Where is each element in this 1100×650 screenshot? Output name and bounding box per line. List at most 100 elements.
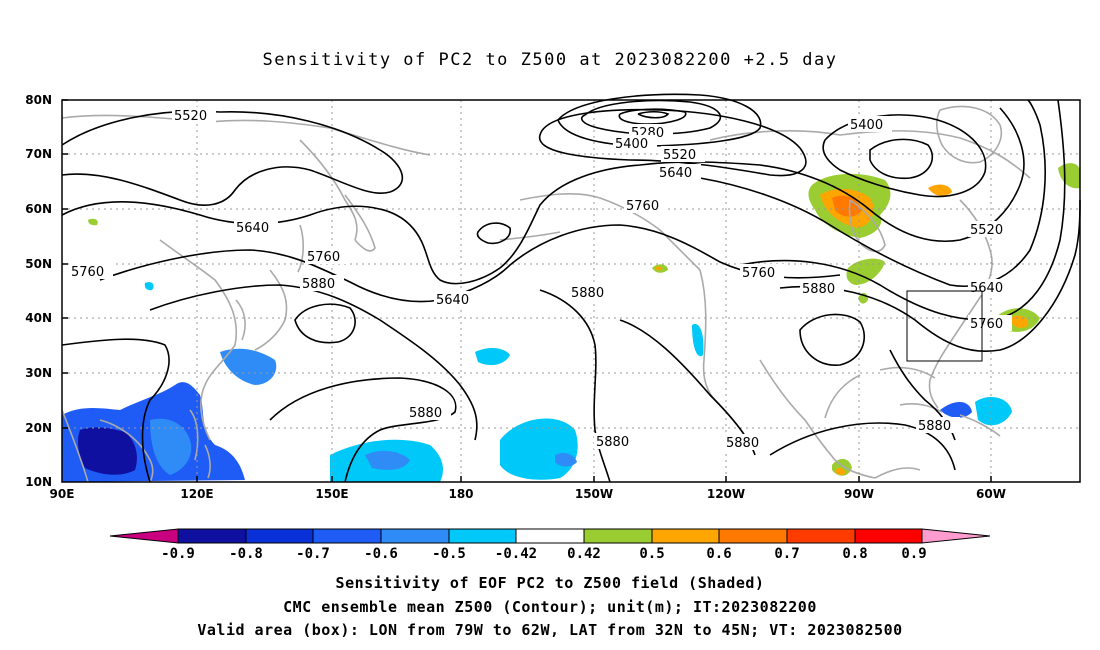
contour-label-5520: 5520 <box>663 148 696 163</box>
coast-asia-north <box>61 114 431 156</box>
colorbar-cell-2 <box>245 528 314 544</box>
lat-labels: 80N 70N 60N 50N 40N 30N 20N 10N <box>25 93 52 489</box>
colorbar-cell-1 <box>177 528 247 544</box>
coast-central-am <box>874 467 921 479</box>
contour-5280-core <box>637 110 670 119</box>
coast-mexico <box>759 359 876 479</box>
shaded-positive-canada-hot <box>832 195 862 217</box>
lat-label-40n: 40N <box>25 311 52 325</box>
contour-label-5880-s: 5880 <box>596 435 629 450</box>
contour-labels: 5520 5280 5400 5520 5640 5400 5640 5760 … <box>69 107 1012 451</box>
caption-line-3: Valid area (box): LON from 79W to 62W, L… <box>197 621 903 639</box>
contour-5880-pacific <box>269 377 457 483</box>
coast-labrador <box>959 199 993 291</box>
colorbar-cell-7 <box>583 528 653 544</box>
lon-label-90e: 90E <box>50 487 75 501</box>
shaded-positive-lakes <box>846 258 885 285</box>
contour-5880-east <box>779 199 1081 352</box>
lon-label-90w: 90W <box>844 487 874 501</box>
contour-5280 <box>581 99 722 135</box>
lon-label-150w: 150W <box>575 487 613 501</box>
axis-ticks <box>62 99 992 482</box>
colorbar-label-2: -0.7 <box>296 546 330 562</box>
contour-label-5640-w: 5640 <box>236 221 269 236</box>
shaded-positive-ak-core <box>655 266 662 271</box>
coast-alaska <box>519 193 701 271</box>
lat-label-80n: 80N <box>25 93 52 107</box>
lat-label-20n: 20N <box>25 421 52 435</box>
colorbar-cell-6 <box>515 528 585 544</box>
colorbar-cell-9 <box>718 528 788 544</box>
contour-label-5880-pac: 5880 <box>409 406 442 421</box>
lon-label-60w: 60W <box>976 487 1006 501</box>
lat-label-60n: 60N <box>25 202 52 216</box>
contour-5760-mid <box>99 224 841 303</box>
colorbar-left-arrow <box>109 528 179 544</box>
coast-kamchatka <box>344 194 376 252</box>
colorbar-label-11: 0.9 <box>901 546 926 562</box>
lon-label-180: 180 <box>448 487 473 501</box>
contour-5400-east-inner <box>869 138 934 180</box>
coast-indochina <box>99 419 154 483</box>
shaded-negative-midpacific-2 <box>365 450 410 470</box>
lon-label-120e: 120E <box>180 487 213 501</box>
shaded-negative-central <box>475 348 510 366</box>
colorbar-cell-10 <box>786 528 856 544</box>
coast-canada-west <box>699 269 721 406</box>
colorbar-cell-8 <box>651 528 720 544</box>
contour-label-5760-ak: 5760 <box>626 199 659 214</box>
contour-label-5760-e: 5760 <box>742 266 775 281</box>
shaded-negative-hawaii-core <box>555 452 577 467</box>
map-frame <box>61 99 1081 483</box>
coast-china <box>159 239 238 441</box>
shaded-positive-small <box>88 218 98 226</box>
colorbar-cell-5 <box>448 528 517 544</box>
contour-5880-mid <box>149 284 611 483</box>
shaded-negative-small-1 <box>144 282 154 291</box>
shaded-sensitivity <box>62 282 1012 482</box>
contour-label-5640-mid: 5640 <box>436 293 469 308</box>
valid-area-box <box>906 290 983 362</box>
colorbar-cell-4 <box>380 528 450 544</box>
contour-label-5880-mx: 5880 <box>726 436 759 451</box>
z500-contours <box>61 93 1081 483</box>
colorbar-cell-11 <box>854 528 923 544</box>
contour-label-5880-e: 5880 <box>802 282 835 297</box>
shaded-negative-caribbean <box>940 401 972 418</box>
shaded-positive-mexico-core <box>835 467 846 475</box>
colorbar-cell-3 <box>312 528 382 544</box>
shaded-positive-atlantic-core <box>1010 315 1029 328</box>
contour-label-5400: 5400 <box>615 137 648 152</box>
coast-gulf <box>824 366 936 419</box>
colorbar-label-0: -0.9 <box>161 546 195 562</box>
contour-label-5880-car: 5880 <box>918 419 951 434</box>
shaded-negative-atlantic <box>975 397 1012 426</box>
lon-label-150e: 150E <box>315 487 348 501</box>
contour-label-5760-w: 5760 <box>307 250 340 265</box>
contour-5880-gulf <box>769 422 956 471</box>
colorbar-label-7: 0.5 <box>639 546 664 562</box>
lat-label-30n: 30N <box>25 366 52 380</box>
contour-5520-east <box>759 107 1025 243</box>
caption-line-1: Sensitivity of EOF PC2 to Z500 field (Sh… <box>335 574 765 592</box>
lat-label-70n: 70N <box>25 147 52 161</box>
coast-cuba <box>899 403 943 413</box>
coast-caribbean <box>959 414 1001 437</box>
lon-labels: 90E 120E 150E 180 150W 120W 90W 60W <box>50 487 1006 501</box>
coast-japan <box>254 269 288 351</box>
shaded-negative-asia-core <box>77 427 137 475</box>
contour-label-5880-w: 5880 <box>302 277 335 292</box>
contour-label-5640: 5640 <box>659 166 692 181</box>
contour-label-5520-e: 5520 <box>970 223 1003 238</box>
contour-high-mexico <box>799 313 865 366</box>
contour-5520-west <box>61 110 404 206</box>
colorbar-label-10: 0.8 <box>842 546 867 562</box>
colorbar-label-1: -0.8 <box>229 546 263 562</box>
contour-5520 <box>539 108 807 177</box>
coast-russia-east <box>299 139 358 241</box>
colorbar-label-5: -0.42 <box>495 546 537 562</box>
lon-label-120w: 120W <box>707 487 745 501</box>
colorbar-right-arrow <box>921 528 991 544</box>
caption-line-2: CMC ensemble mean Z500 (Contour); unit(m… <box>283 598 817 616</box>
